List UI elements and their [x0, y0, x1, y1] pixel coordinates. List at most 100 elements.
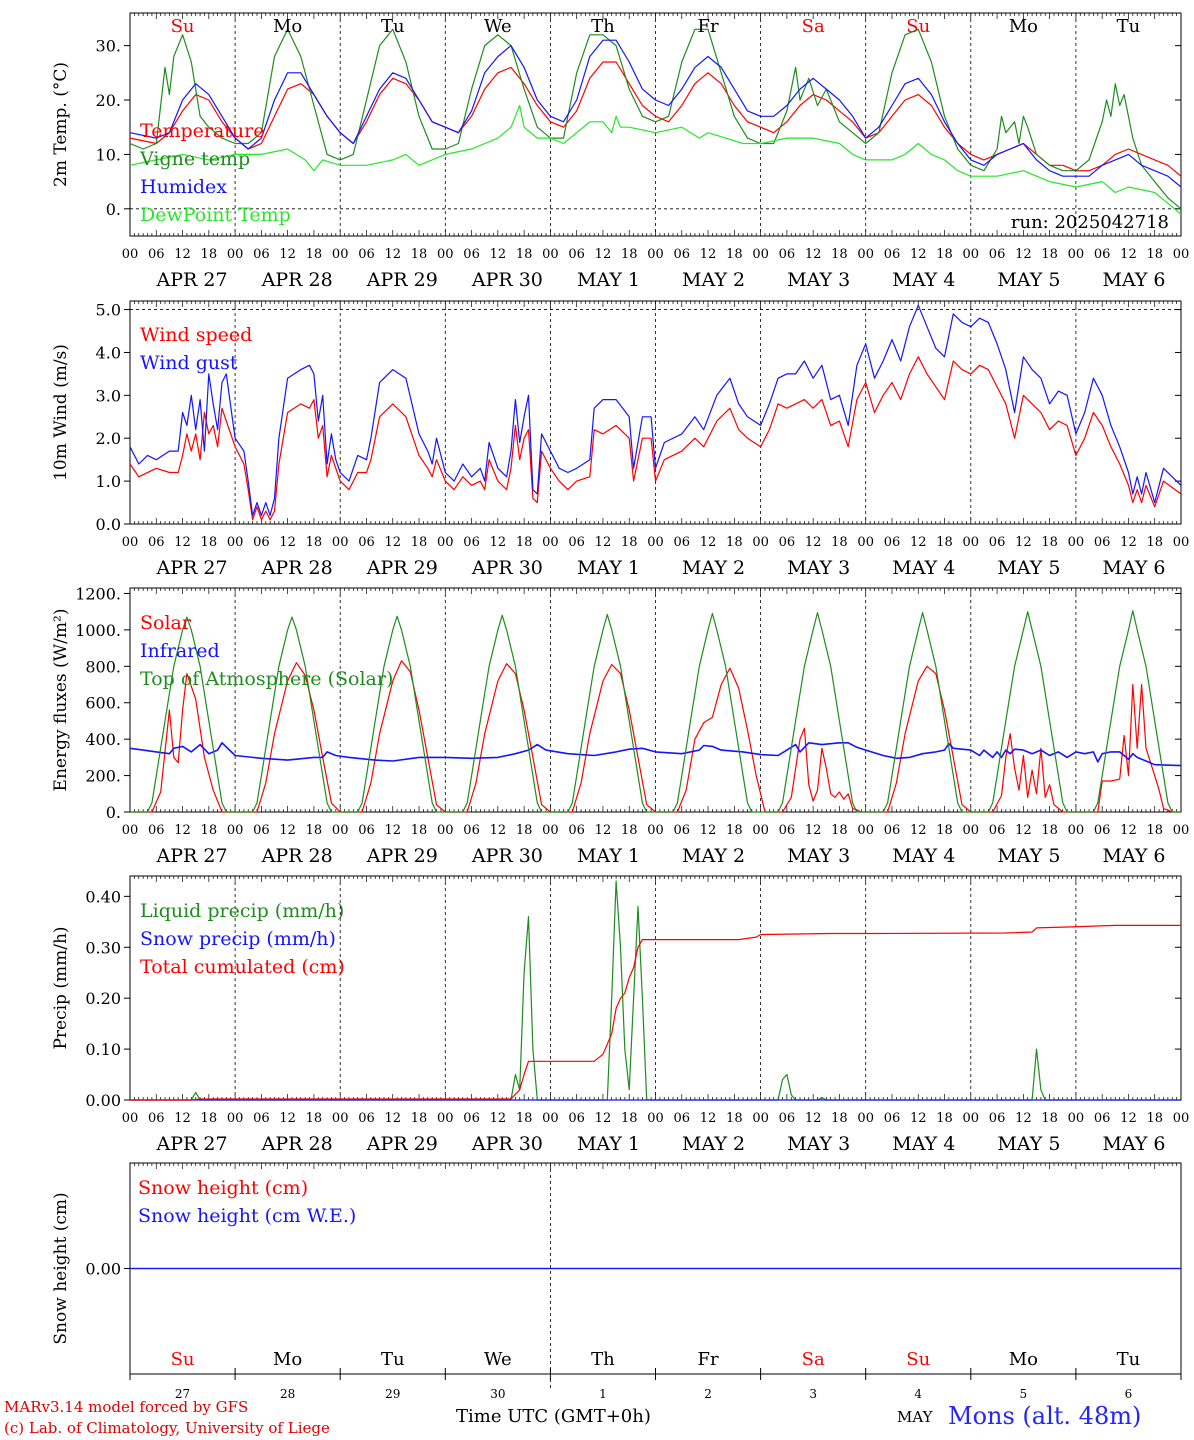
- hour-label: 06: [148, 823, 165, 838]
- hour-label: 00: [227, 535, 244, 550]
- hour-label: 18: [411, 247, 428, 262]
- day-of-week-label: Tu: [1117, 16, 1141, 37]
- hour-label: 18: [516, 1111, 533, 1126]
- date-label: MAY 1: [577, 845, 640, 867]
- hour-label: 18: [1041, 247, 1058, 262]
- y-tick-label: 0.00: [85, 1091, 121, 1110]
- y-tick-label: 0.20: [85, 989, 121, 1008]
- hour-label: 12: [279, 1111, 296, 1126]
- date-label: APR 29: [366, 269, 438, 291]
- y-axis-label: Snow height (cm): [51, 1192, 71, 1344]
- hour-label: 00: [963, 1111, 980, 1126]
- hour-label: 00: [332, 535, 349, 550]
- series-line-total-cumulated-cm-: [130, 924, 1181, 1101]
- hour-label: 18: [411, 823, 428, 838]
- hour-label: 06: [568, 823, 585, 838]
- series-line-solar: [130, 660, 1181, 813]
- date-label: MAY 6: [1102, 269, 1165, 291]
- legend-entry: Vigne temp: [139, 148, 250, 170]
- hour-label: 00: [437, 1111, 454, 1126]
- hour-label: 18: [831, 535, 848, 550]
- hour-label: 00: [332, 247, 349, 262]
- hour-label: 06: [358, 535, 375, 550]
- hour-label: 12: [700, 1111, 717, 1126]
- hour-label: 00: [752, 535, 769, 550]
- date-label: APR 30: [471, 845, 543, 867]
- hour-label: 06: [148, 247, 165, 262]
- hour-label: 18: [1146, 247, 1163, 262]
- hour-label: 06: [884, 247, 901, 262]
- hour-label: 00: [857, 1111, 874, 1126]
- hour-label: 18: [306, 535, 323, 550]
- hour-label: 18: [936, 1111, 953, 1126]
- date-label: MAY 3: [787, 557, 850, 579]
- date-label: APR 28: [261, 269, 333, 291]
- hour-label: 18: [1146, 1111, 1163, 1126]
- date-label: MAY 1: [577, 269, 640, 291]
- date-label: MAY 2: [682, 557, 745, 579]
- hour-label: 06: [779, 1111, 796, 1126]
- date-label: APR 29: [366, 557, 438, 579]
- hour-label: 06: [253, 1111, 270, 1126]
- day-of-week-label: Fr: [698, 16, 719, 37]
- y-tick-label: 0.30: [85, 938, 121, 957]
- hour-label: 06: [253, 535, 270, 550]
- hour-label: 00: [857, 823, 874, 838]
- legend-entry: Infrared: [140, 640, 220, 662]
- date-label: MAY 2: [682, 845, 745, 867]
- hour-label: 06: [989, 535, 1006, 550]
- date-label: MAY 4: [892, 845, 955, 867]
- legend-entry: DewPoint Temp: [140, 204, 291, 226]
- legend-entry: Wind speed: [140, 324, 252, 346]
- day-of-week-label: Su: [171, 1349, 195, 1370]
- hour-label: 18: [936, 823, 953, 838]
- hour-label: 00: [122, 535, 139, 550]
- y-tick-label: 4.0: [96, 343, 121, 362]
- day-number-label: 27: [175, 1387, 190, 1401]
- hour-label: 00: [647, 535, 664, 550]
- hour-label: 18: [306, 823, 323, 838]
- hour-label: 06: [989, 1111, 1006, 1126]
- footer-month: MAY: [897, 1408, 933, 1426]
- hour-label: 12: [174, 1111, 191, 1126]
- hour-label: 00: [963, 247, 980, 262]
- y-tick-label: 400.: [85, 730, 121, 749]
- panel-1: [124, 12, 1182, 237]
- hour-label: 00: [122, 823, 139, 838]
- hour-label: 00: [542, 247, 559, 262]
- hour-label: 12: [490, 535, 507, 550]
- day-number-label: 5: [1020, 1387, 1028, 1401]
- date-label: MAY 4: [892, 1133, 955, 1155]
- hour-label: 12: [1015, 247, 1032, 262]
- legend-entry: Top of Atmosphere (Solar): [140, 668, 393, 690]
- hour-label: 00: [122, 247, 139, 262]
- hour-label: 00: [1068, 535, 1085, 550]
- hour-label: 00: [857, 535, 874, 550]
- hour-label: 06: [568, 247, 585, 262]
- hour-label: 06: [463, 1111, 480, 1126]
- hour-label: 12: [174, 535, 191, 550]
- y-tick-label: 600.: [85, 694, 121, 713]
- y-axis-label: Energy fluxes (W/m²): [51, 609, 71, 792]
- hour-label: 00: [542, 535, 559, 550]
- hour-label: 06: [568, 535, 585, 550]
- hour-label: 12: [700, 535, 717, 550]
- hour-label: 06: [463, 535, 480, 550]
- hour-label: 00: [332, 823, 349, 838]
- y-tick-label: 0.40: [85, 887, 121, 906]
- hour-label: 12: [490, 247, 507, 262]
- day-of-week-label: Mo: [1009, 16, 1038, 37]
- hour-label: 00: [227, 1111, 244, 1126]
- hour-label: 00: [752, 823, 769, 838]
- hour-label: 06: [779, 823, 796, 838]
- day-of-week-label: Tu: [1117, 1349, 1141, 1370]
- hour-label: 12: [1015, 823, 1032, 838]
- y-tick-label: 10.: [96, 145, 121, 164]
- hour-label: 12: [805, 535, 822, 550]
- hour-label: 12: [1120, 247, 1137, 262]
- date-label: APR 30: [471, 557, 543, 579]
- y-tick-label: 0.0: [96, 515, 121, 534]
- date-label: APR 28: [261, 845, 333, 867]
- hour-label: 06: [1094, 823, 1111, 838]
- hour-label: 06: [358, 247, 375, 262]
